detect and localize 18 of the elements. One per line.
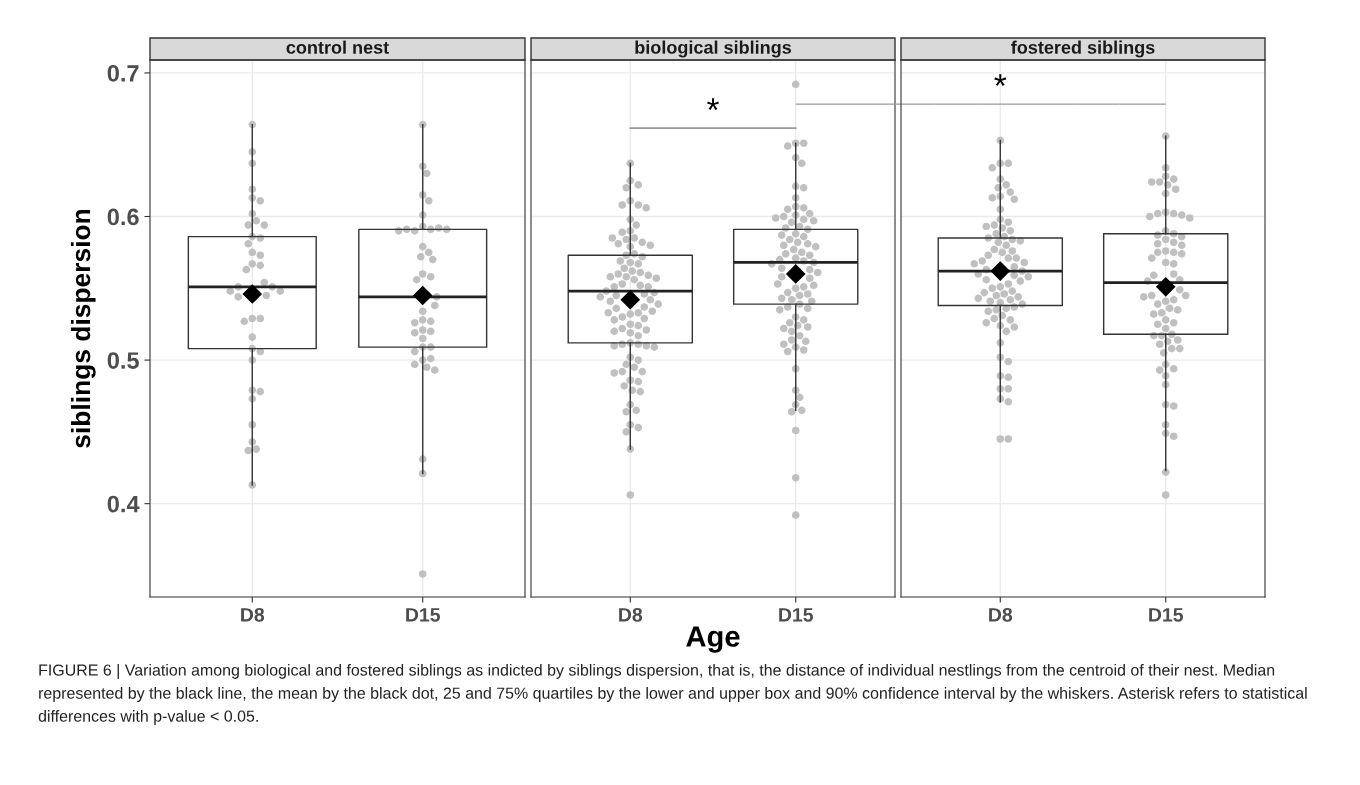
y-tick-label: 0.6 xyxy=(107,208,139,226)
x-tick-label: D15 xyxy=(406,608,441,622)
chart-title: biological siblings xyxy=(635,40,792,58)
chart-title: fostered siblings xyxy=(1011,40,1155,58)
x-tick-label: D8 xyxy=(619,607,643,622)
x-tick-label: D15 xyxy=(779,608,814,622)
x-tick-label: D15 xyxy=(1149,608,1184,622)
chart-title: control nest xyxy=(286,40,389,54)
caption: FIGURE 6 | Variation among biological and fostered siblings as indicted by siblings dispersion, that is, the distance of individual nestlings from the centroid of their nest. Median represented by the black line, the mean by the black dot, 25 and 75% quartiles by the lower and upper box and 90% confidence interval by the whiskers. Asterisk refers to statistical differences with p-value < 0.05. xyxy=(38,664,1307,725)
x-tick-label: D8 xyxy=(989,607,1013,622)
x-axis-title: Age xyxy=(686,626,740,653)
annotation: * xyxy=(707,98,719,111)
y-axis-title: siblings dispersion xyxy=(70,209,96,448)
x-tick-label: D8 xyxy=(241,607,265,622)
annotation: * xyxy=(994,74,1007,86)
y-tick-label: 0.7 xyxy=(107,64,139,82)
y-tick-label: 0.5 xyxy=(107,352,139,369)
y-tick-label: 0.4 xyxy=(107,495,140,513)
